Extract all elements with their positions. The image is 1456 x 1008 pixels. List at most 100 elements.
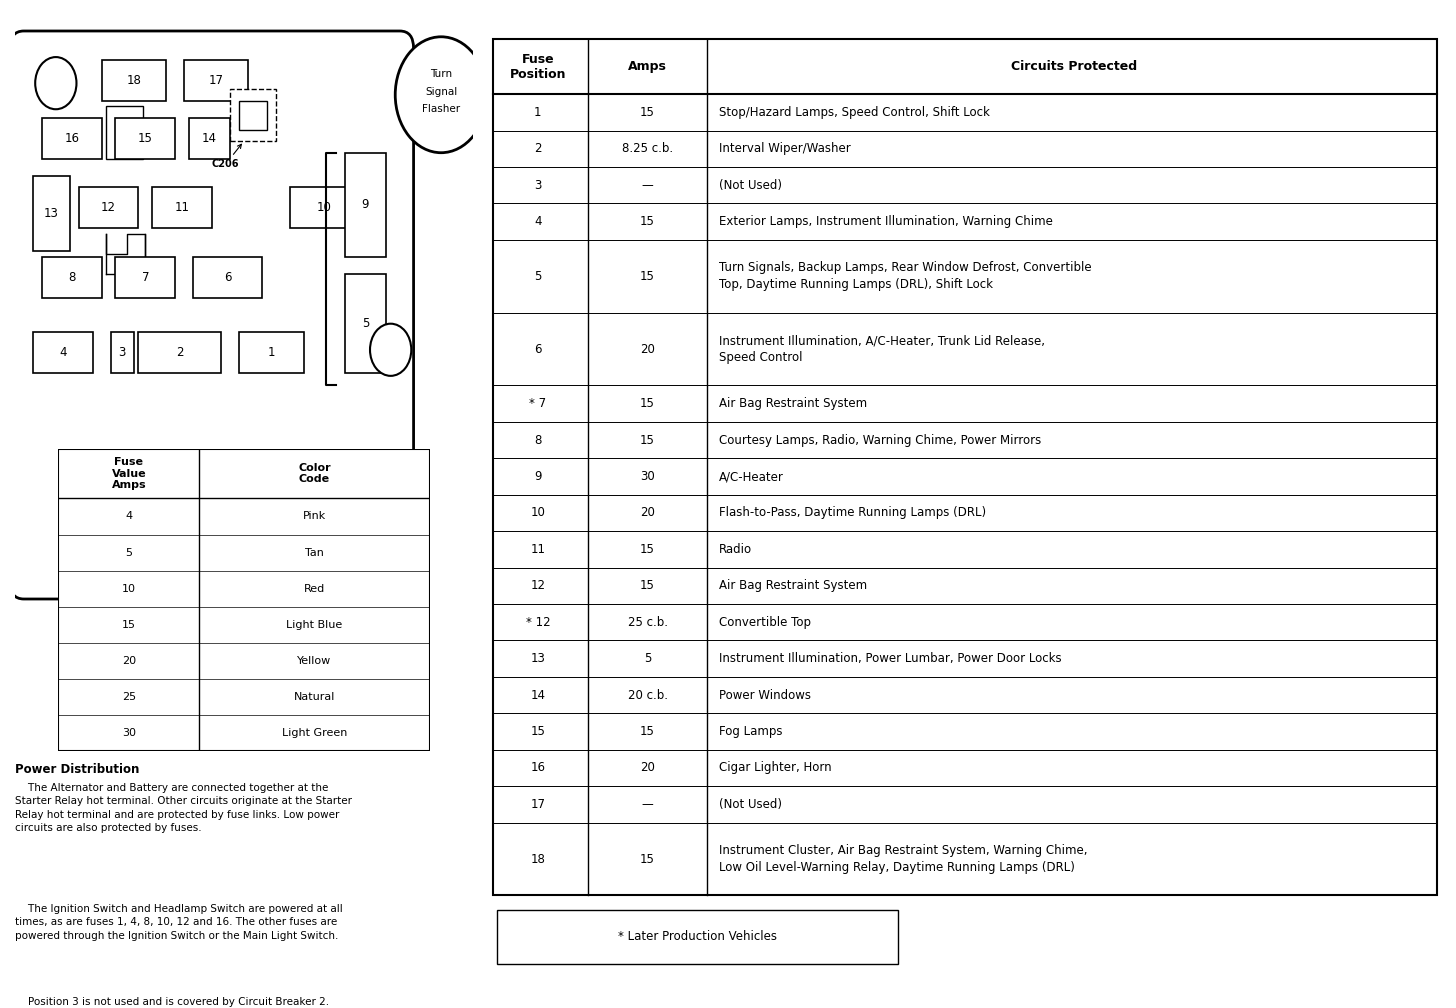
- Text: * 7: * 7: [530, 397, 546, 410]
- FancyBboxPatch shape: [42, 118, 102, 158]
- Text: 9: 9: [534, 470, 542, 483]
- Text: Circuits Protected: Circuits Protected: [1012, 60, 1137, 74]
- Text: Power Distribution: Power Distribution: [15, 763, 138, 776]
- Text: 30: 30: [641, 470, 655, 483]
- Text: Fuse
Position: Fuse Position: [510, 52, 566, 81]
- Text: Red: Red: [304, 584, 325, 594]
- Text: C206: C206: [211, 144, 242, 169]
- Text: Signal: Signal: [425, 87, 457, 97]
- FancyBboxPatch shape: [115, 257, 175, 297]
- Text: 4: 4: [534, 215, 542, 228]
- FancyBboxPatch shape: [42, 257, 102, 297]
- Text: 17: 17: [208, 74, 224, 87]
- Text: 15: 15: [641, 397, 655, 410]
- FancyBboxPatch shape: [111, 333, 134, 373]
- FancyBboxPatch shape: [33, 333, 93, 373]
- FancyBboxPatch shape: [138, 333, 221, 373]
- Text: 16: 16: [530, 761, 546, 774]
- Text: 8: 8: [68, 271, 76, 284]
- Text: Position 3 is not used and is covered by Circuit Breaker 2.: Position 3 is not used and is covered by…: [15, 997, 329, 1007]
- FancyBboxPatch shape: [345, 274, 386, 373]
- Text: —: —: [642, 798, 654, 810]
- Text: Yellow: Yellow: [297, 656, 332, 665]
- Text: 12: 12: [530, 580, 546, 593]
- Text: 25 c.b.: 25 c.b.: [628, 616, 667, 629]
- Text: 1: 1: [534, 106, 542, 119]
- Text: Stop/Hazard Lamps, Speed Control, Shift Lock: Stop/Hazard Lamps, Speed Control, Shift …: [719, 106, 990, 119]
- Text: 15: 15: [530, 725, 545, 738]
- Circle shape: [395, 36, 486, 153]
- Text: 20: 20: [641, 343, 655, 356]
- Text: 15: 15: [641, 433, 655, 447]
- Text: 6: 6: [224, 271, 232, 284]
- Text: Turn: Turn: [430, 70, 453, 80]
- Text: 2: 2: [176, 346, 183, 359]
- Text: 6: 6: [534, 343, 542, 356]
- Text: Courtesy Lamps, Radio, Warning Chime, Power Mirrors: Courtesy Lamps, Radio, Warning Chime, Po…: [719, 433, 1041, 447]
- Text: 30: 30: [122, 728, 135, 738]
- Text: 7: 7: [141, 271, 149, 284]
- FancyBboxPatch shape: [498, 910, 898, 964]
- Text: 15: 15: [641, 270, 655, 282]
- FancyBboxPatch shape: [189, 118, 230, 158]
- FancyBboxPatch shape: [239, 333, 303, 373]
- Text: Air Bag Restraint System: Air Bag Restraint System: [719, 397, 866, 410]
- Text: 10: 10: [530, 506, 545, 519]
- Text: 20: 20: [641, 761, 655, 774]
- Circle shape: [370, 324, 411, 376]
- FancyBboxPatch shape: [194, 257, 262, 297]
- Text: 11: 11: [530, 543, 546, 555]
- FancyBboxPatch shape: [115, 118, 175, 158]
- FancyBboxPatch shape: [345, 153, 386, 257]
- FancyBboxPatch shape: [492, 39, 1437, 895]
- Text: 20 c.b.: 20 c.b.: [628, 688, 667, 702]
- Text: * 12: * 12: [526, 616, 550, 629]
- FancyBboxPatch shape: [79, 187, 138, 228]
- Text: 18: 18: [127, 74, 141, 87]
- Text: Radio: Radio: [719, 543, 751, 555]
- Text: 10: 10: [122, 584, 135, 594]
- Text: Flasher: Flasher: [422, 104, 460, 114]
- Text: 11: 11: [175, 202, 189, 215]
- Text: 15: 15: [641, 580, 655, 593]
- Text: Instrument Cluster, Air Bag Restraint System, Warning Chime,
Low Oil Level-Warni: Instrument Cluster, Air Bag Restraint Sy…: [719, 845, 1088, 874]
- Text: Light Green: Light Green: [281, 728, 347, 738]
- Text: 18: 18: [530, 853, 545, 866]
- Text: Pink: Pink: [303, 511, 326, 521]
- Text: 15: 15: [641, 215, 655, 228]
- FancyBboxPatch shape: [151, 187, 211, 228]
- Text: The Alternator and Battery are connected together at the
Starter Relay hot termi: The Alternator and Battery are connected…: [15, 782, 351, 834]
- Text: 15: 15: [641, 106, 655, 119]
- FancyBboxPatch shape: [10, 31, 414, 599]
- Text: Natural: Natural: [294, 691, 335, 702]
- Text: 3: 3: [118, 346, 127, 359]
- Text: 8: 8: [534, 433, 542, 447]
- Text: Power Windows: Power Windows: [719, 688, 811, 702]
- Text: 12: 12: [100, 202, 116, 215]
- Text: Tan: Tan: [304, 547, 323, 557]
- Text: Turn Signals, Backup Lamps, Rear Window Defrost, Convertible
Top, Daytime Runnin: Turn Signals, Backup Lamps, Rear Window …: [719, 261, 1091, 291]
- Text: 5: 5: [644, 652, 651, 665]
- FancyBboxPatch shape: [102, 60, 166, 101]
- Text: 1: 1: [268, 346, 275, 359]
- Text: Amps: Amps: [628, 60, 667, 74]
- Text: Flash-to-Pass, Daytime Running Lamps (DRL): Flash-to-Pass, Daytime Running Lamps (DR…: [719, 506, 986, 519]
- Text: Exterior Lamps, Instrument Illumination, Warning Chime: Exterior Lamps, Instrument Illumination,…: [719, 215, 1053, 228]
- Text: 15: 15: [641, 543, 655, 555]
- Text: Interval Wiper/Washer: Interval Wiper/Washer: [719, 142, 850, 155]
- Text: 20: 20: [641, 506, 655, 519]
- FancyBboxPatch shape: [239, 101, 266, 130]
- Text: 20: 20: [122, 656, 135, 665]
- Text: 17: 17: [530, 798, 546, 810]
- Text: (Not Used): (Not Used): [719, 798, 782, 810]
- Text: Instrument Illumination, Power Lumbar, Power Door Locks: Instrument Illumination, Power Lumbar, P…: [719, 652, 1061, 665]
- Text: 15: 15: [138, 132, 153, 145]
- Text: Fog Lamps: Fog Lamps: [719, 725, 782, 738]
- Text: 5: 5: [361, 318, 370, 331]
- Text: 14: 14: [202, 132, 217, 145]
- Text: The Ignition Switch and Headlamp Switch are powered at all
times, as are fuses 1: The Ignition Switch and Headlamp Switch …: [15, 903, 342, 940]
- Text: 3: 3: [534, 178, 542, 192]
- Text: 13: 13: [530, 652, 545, 665]
- Text: 13: 13: [44, 207, 58, 220]
- Text: A/C-Heater: A/C-Heater: [719, 470, 783, 483]
